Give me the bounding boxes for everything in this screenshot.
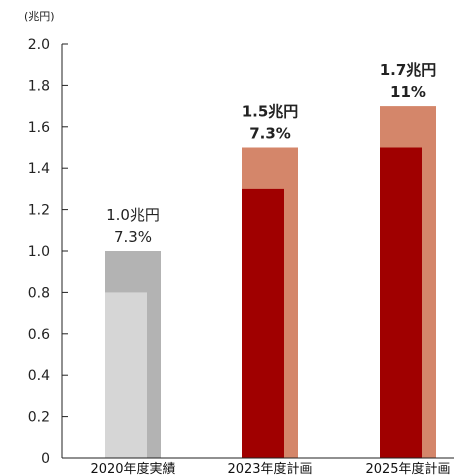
category-label: 2023年度計画: [227, 461, 312, 476]
y-axis-unit-label: (兆円): [24, 10, 55, 23]
y-axis: 0 0.2 0.4 0.6 0.8 1.0 1.2 1.4 1.6 1.8 2.0: [28, 37, 68, 467]
bars: [105, 106, 436, 458]
y-tick-label: 1.2: [28, 203, 50, 219]
x-axis: 2020年度実績 2023年度計画 2025年度計画: [62, 457, 454, 476]
y-tick-label: 0.2: [28, 410, 50, 426]
y-tick-label: 0.6: [28, 327, 50, 343]
bar-inner: [242, 188, 284, 458]
y-tick-label: 1.0: [28, 244, 50, 260]
y-tick-label: 0.4: [28, 368, 50, 384]
y-tick-label: 0: [41, 451, 50, 467]
y-tick-label: 0.8: [28, 285, 50, 301]
data-label-amount: 1.7兆円: [380, 61, 437, 79]
data-label-ratio: 11%: [390, 83, 426, 101]
category-label: 2025年度計画: [365, 461, 450, 476]
data-label-amount: 1.0兆円: [106, 206, 160, 224]
data-label-ratio: 7.3%: [249, 125, 291, 143]
bar-inner: [380, 147, 422, 458]
y-tick-label: 2.0: [28, 37, 50, 53]
data-labels: 1.0兆円 7.3% 1.5兆円 7.3% 1.7兆円 11%: [106, 61, 436, 246]
category-label: 2020年度実績: [90, 461, 175, 476]
y-tick-label: 1.8: [28, 78, 50, 94]
y-tick-label: 1.6: [28, 120, 50, 136]
data-label-ratio: 7.3%: [114, 228, 152, 246]
data-label-amount: 1.5兆円: [242, 103, 299, 121]
y-tick-label: 1.4: [28, 161, 50, 177]
bar-inner: [105, 292, 147, 458]
